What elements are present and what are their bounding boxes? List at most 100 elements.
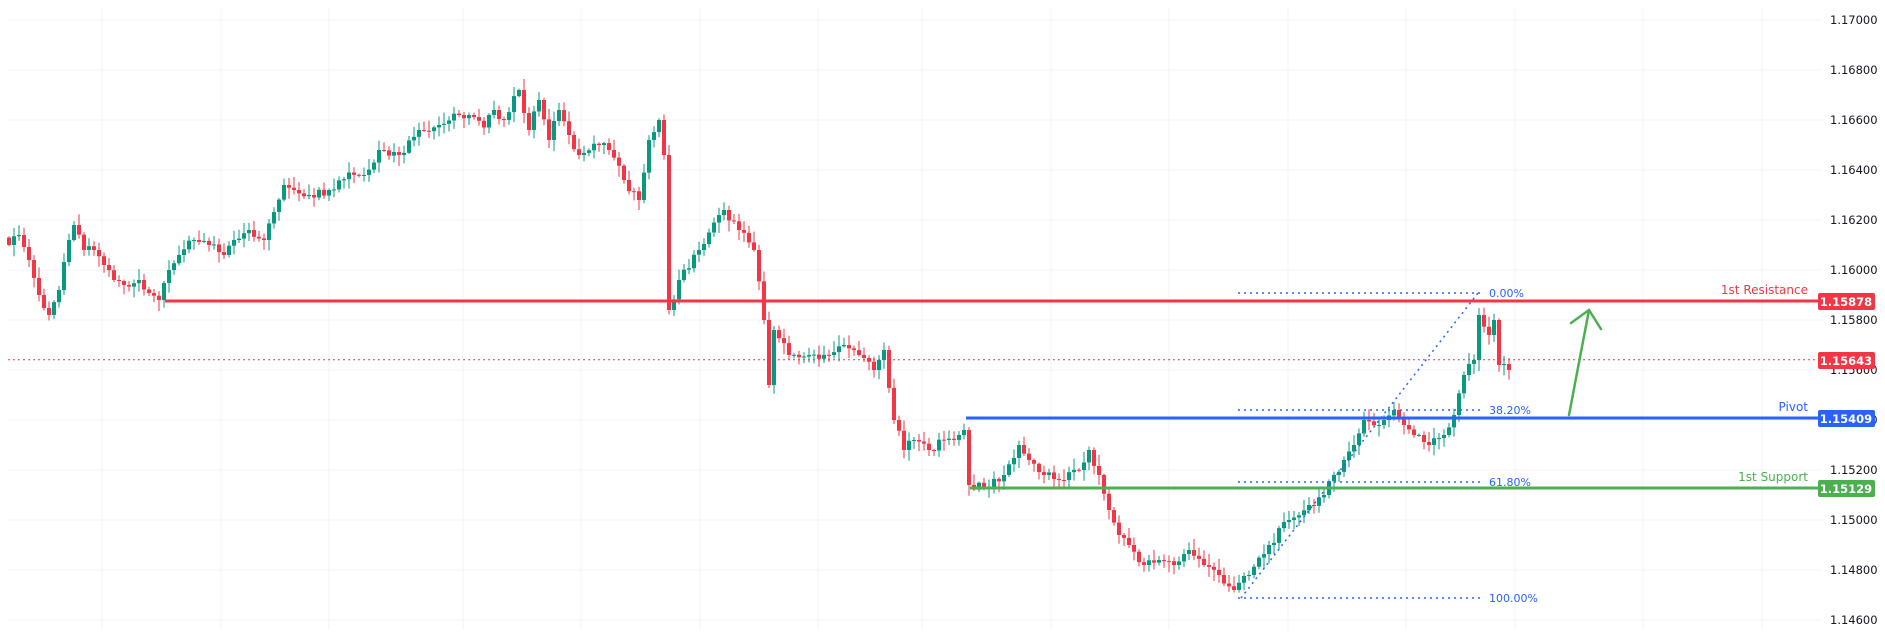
candle (527, 107, 531, 136)
candle (332, 178, 336, 198)
candle (897, 415, 901, 436)
pivot-label: Pivot (1779, 400, 1809, 414)
candle (17, 225, 21, 241)
candle (1307, 497, 1311, 515)
candle (102, 252, 106, 273)
candle (472, 112, 476, 120)
candle (487, 113, 491, 134)
candle (1497, 318, 1501, 372)
candle (962, 423, 966, 440)
up-arrow-icon[interactable] (1567, 308, 1603, 417)
candle (657, 118, 661, 138)
candle (1167, 555, 1171, 573)
candle (1147, 555, 1151, 572)
candle (1362, 411, 1366, 437)
candle (602, 141, 606, 155)
candle (702, 238, 706, 256)
candle (1222, 567, 1226, 587)
candle (167, 260, 171, 293)
candle (1422, 431, 1426, 450)
candle (662, 114, 666, 160)
chart-grid (8, 8, 1822, 630)
fibonacci-retracement[interactable]: 0.00% 38.20% 61.80% 100.00% (1238, 287, 1538, 605)
price-axis-label: 1.15800 (1830, 313, 1878, 327)
candle (1007, 460, 1011, 478)
candle (1317, 487, 1321, 513)
candle (282, 178, 286, 202)
candle (427, 120, 431, 138)
candle (337, 176, 341, 193)
candle (1122, 533, 1126, 546)
candle (917, 434, 921, 452)
candle (267, 218, 271, 251)
candle (927, 437, 931, 457)
candle (482, 116, 486, 135)
candle (557, 102, 561, 127)
candle (362, 167, 366, 182)
candle (442, 112, 446, 134)
candle (1132, 537, 1136, 561)
candle (647, 135, 651, 180)
candle (1287, 510, 1291, 529)
candle (617, 151, 621, 177)
candle (212, 236, 216, 250)
candle (712, 217, 716, 237)
candle (682, 264, 686, 283)
candle (512, 87, 516, 123)
resistance-price-tag: 1.15878 (1818, 293, 1875, 310)
candle (132, 279, 136, 298)
candle (517, 88, 521, 98)
candle (1282, 512, 1286, 533)
svg-text:1.15643: 1.15643 (1820, 354, 1872, 368)
candle (1077, 468, 1081, 473)
pivot-price-tag: 1.15409 (1818, 410, 1875, 427)
candle (1157, 555, 1161, 566)
candle (1027, 448, 1031, 466)
candle (1292, 510, 1296, 530)
candle (947, 430, 951, 445)
candle (262, 233, 266, 250)
candle (92, 241, 96, 256)
candle (1257, 555, 1261, 570)
candle (1182, 549, 1186, 568)
candle (317, 187, 321, 201)
candle (1372, 412, 1376, 428)
candle (1247, 570, 1251, 581)
candle (942, 430, 946, 451)
candle (322, 182, 326, 199)
candle (797, 350, 801, 365)
candle (637, 186, 641, 211)
candle (1192, 538, 1196, 561)
candle (437, 116, 441, 137)
candle (1347, 441, 1351, 468)
candle (587, 148, 591, 157)
candle (82, 232, 86, 256)
candle (1002, 465, 1006, 490)
candle (157, 291, 161, 312)
candle (452, 106, 456, 129)
candle (97, 242, 101, 267)
candle (412, 126, 416, 147)
candlestick-series[interactable] (7, 78, 1511, 593)
candle (547, 108, 551, 148)
candle (1067, 466, 1071, 490)
candle (1197, 547, 1201, 568)
candle (642, 164, 646, 204)
candle (727, 205, 731, 232)
candle (1367, 409, 1371, 431)
candle (1462, 371, 1466, 399)
candle (1407, 417, 1411, 434)
price-axis-label: 1.15000 (1830, 513, 1878, 527)
candle (1217, 558, 1221, 583)
price-axis[interactable]: 1.17000 1.16800 1.16600 1.16400 1.16200 1.160… (1830, 13, 1878, 627)
candle (1262, 544, 1266, 569)
candle (1402, 412, 1406, 435)
candle (1107, 488, 1111, 520)
candle (67, 233, 71, 267)
candle (882, 342, 886, 369)
candle (312, 188, 316, 207)
candle (1442, 429, 1446, 447)
price-axis-label: 1.16800 (1830, 63, 1878, 77)
candle (277, 197, 281, 221)
